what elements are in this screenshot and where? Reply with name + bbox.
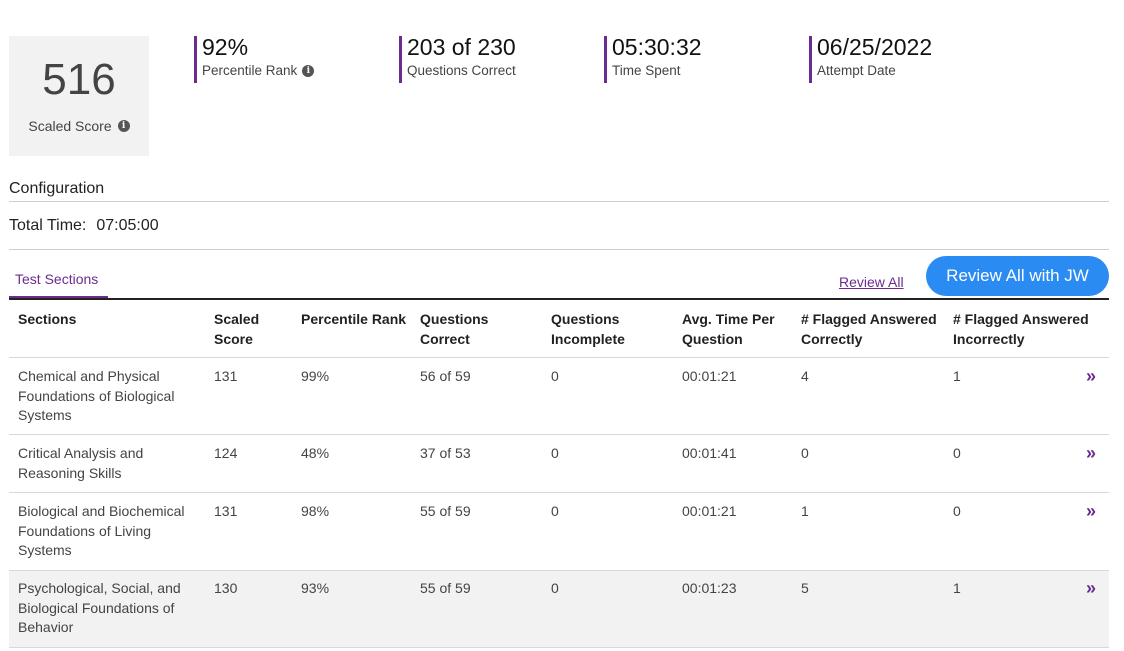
sections-table: Sections Scaled Score Percentile Rank Qu… [9,298,1109,648]
info-circle-icon[interactable]: i [302,64,315,77]
scaled-score-cell: 124 [214,445,238,461]
questions-incomplete-cell: 0 [551,445,559,461]
percentile-rank-cell: 93% [301,580,330,596]
scaled-score-cell: 130 [214,580,238,596]
stat-time-spent: 05:30:32 Time Spent [604,36,702,83]
stat-label: Percentile Rank [202,63,298,78]
stat-percentile-rank: 92% Percentile Rank i [194,34,315,83]
section-name: Psychological, Social, and Biological Fo… [18,580,181,635]
questions-incomplete-cell: 0 [551,580,559,596]
total-time-value: 07:05:00 [96,217,159,234]
flagged-correct-cell: 0 [801,445,809,461]
tab-test-sections[interactable]: Test Sections [9,262,108,299]
stat-value: 203 of 230 [407,34,516,60]
questions-correct-cell: 56 of 59 [420,368,471,384]
stat-label: Attempt Date [817,63,896,78]
total-time-label: Total Time: [9,217,87,234]
flagged-incorrect-cell: 0 [953,445,961,461]
flagged-correct-cell: 5 [801,580,809,596]
scaled-score-cell: 131 [214,503,238,519]
flagged-incorrect-cell: 0 [953,503,961,519]
review-all-link[interactable]: Review All [839,274,904,290]
total-time: Total Time: 07:05:00 [9,217,159,235]
questions-incomplete-cell: 0 [551,368,559,384]
stat-label: Questions Correct [407,63,516,78]
avg-time-cell: 00:01:41 [682,445,737,461]
stat-label-group: Percentile Rank i [202,63,315,78]
column-header: # Flagged Answered Correctly [801,311,937,347]
column-header: Questions Correct [420,311,489,347]
section-name: Biological and Biochemical Foundations o… [18,503,185,558]
section-name: Chemical and Physical Foundations of Bio… [18,368,175,423]
questions-correct-cell: 37 of 53 [420,445,471,461]
column-header: Avg. Time Per Question [682,311,775,347]
double-chevron-right-icon[interactable]: » [1086,578,1097,598]
table-row[interactable]: Critical Analysis and Reasoning Skills 1… [9,435,1109,493]
table-row[interactable]: Biological and Biochemical Foundations o… [9,493,1109,571]
stat-value: 05:30:32 [612,34,702,60]
questions-correct-cell: 55 of 59 [420,580,471,596]
percentile-rank-cell: 99% [301,368,330,384]
divider [9,201,1109,202]
scaled-score-cell: 131 [214,368,238,384]
column-header: Scaled Score [214,311,260,347]
questions-incomplete-cell: 0 [551,503,559,519]
column-header: Percentile Rank [301,311,407,327]
configuration-title: Configuration [9,180,105,197]
stat-value: 06/25/2022 [817,34,933,60]
scaled-score-value: 516 [42,55,116,104]
avg-time-cell: 00:01:23 [682,580,737,596]
info-circle-icon[interactable]: i [117,120,130,132]
table-row[interactable]: Chemical and Physical Foundations of Bio… [9,358,1109,435]
column-header: Questions Incomplete [551,311,625,347]
double-chevron-right-icon[interactable]: » [1086,443,1097,463]
stat-attempt-date: 06/25/2022 Attempt Date [809,36,932,83]
scaled-score-label: Scaled Score [28,118,112,134]
table-row[interactable]: Psychological, Social, and Biological Fo… [9,571,1109,648]
stat-label: Time Spent [612,63,681,78]
percentile-rank-cell: 48% [301,445,330,461]
percentile-rank-cell: 98% [301,503,330,519]
flagged-incorrect-cell: 1 [953,368,961,384]
avg-time-cell: 00:01:21 [682,368,737,384]
column-header: # Flagged Answered Incorrectly [953,311,1089,347]
flagged-correct-cell: 4 [801,368,809,384]
divider [9,249,1109,250]
avg-time-cell: 00:01:21 [682,503,737,519]
section-name: Critical Analysis and Reasoning Skills [18,445,144,481]
questions-correct-cell: 55 of 59 [420,503,471,519]
table-header-row: Sections Scaled Score Percentile Rank Qu… [9,300,1109,358]
stat-value: 92% [202,34,249,60]
scaled-score-label-group: Scaled Score i [28,118,130,134]
double-chevron-right-icon[interactable]: » [1086,366,1097,386]
double-chevron-right-icon[interactable]: » [1086,501,1097,521]
column-header: Sections [18,311,77,327]
flagged-correct-cell: 1 [801,503,809,519]
flagged-incorrect-cell: 1 [953,580,961,596]
review-all-with-jw-button[interactable]: Review All with JW [926,256,1109,296]
stat-questions-correct: 203 of 230 Questions Correct [399,36,516,83]
scaled-score-card: 516 Scaled Score i [9,36,149,156]
